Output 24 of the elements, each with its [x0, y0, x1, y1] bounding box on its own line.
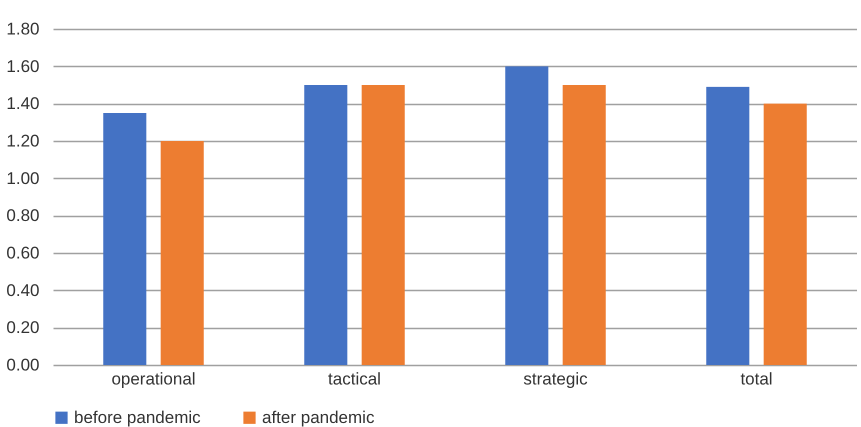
y-tick-label: 0.80 — [6, 206, 40, 226]
y-tick-label: 1.00 — [6, 168, 40, 188]
bar — [103, 113, 146, 365]
x-tick-label: strategic — [523, 370, 588, 388]
y-tick-label: 1.20 — [6, 132, 40, 150]
y-tick-label: 0.20 — [6, 318, 40, 338]
bar — [505, 66, 548, 365]
bar — [362, 85, 405, 365]
y-tick-label: 0.60 — [6, 244, 40, 262]
legend-label: after pandemic — [262, 408, 375, 427]
y-tick-label: 0.40 — [6, 280, 40, 300]
y-tick-label: 1.60 — [6, 56, 40, 76]
y-tick-label: 1.80 — [6, 20, 40, 38]
x-tick-label: total — [740, 370, 773, 388]
bar — [304, 85, 348, 365]
x-tick-label: tactical — [328, 370, 381, 388]
y-tick-label: 1.40 — [6, 94, 40, 114]
bar — [706, 86, 750, 365]
bar — [562, 85, 606, 365]
x-tick-label: operational — [111, 370, 196, 388]
bar — [160, 141, 204, 365]
bar — [764, 104, 807, 365]
y-tick-label: 0.00 — [6, 356, 40, 374]
legend-label: before pandemic — [74, 408, 202, 427]
